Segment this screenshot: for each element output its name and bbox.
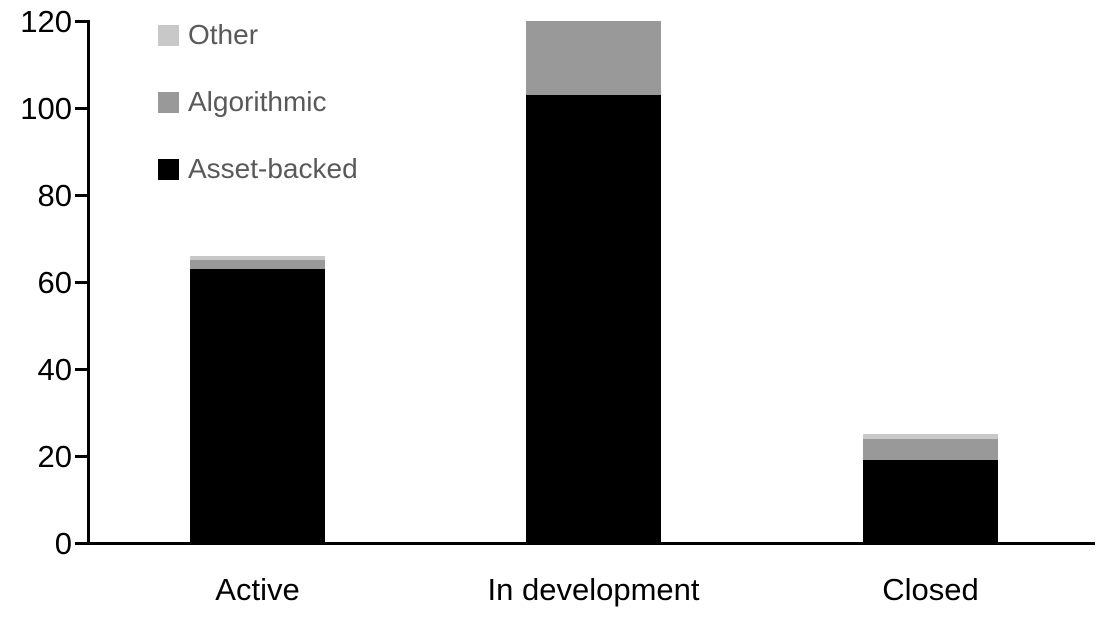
- y-tick-80: [75, 194, 90, 197]
- bar-segment-other-active: [190, 255, 325, 261]
- x-category-label-active: Active: [215, 572, 300, 607]
- bar-segment-asset-backed-in-development: [526, 94, 661, 543]
- legend-item-asset-backed: Asset-backed: [158, 155, 358, 183]
- y-tick-60: [75, 281, 90, 284]
- legend-item-other: Other: [158, 21, 358, 49]
- y-tick-label-80: 80: [37, 178, 72, 213]
- y-tick-120: [75, 20, 90, 23]
- legend-item-algorithmic: Algorithmic: [158, 88, 358, 116]
- y-tick-40: [75, 368, 90, 371]
- bar-segment-asset-backed-closed: [863, 460, 998, 543]
- bar-segment-algorithmic-closed: [863, 438, 998, 461]
- bar-segment-asset-backed-active: [190, 268, 325, 543]
- bar-segment-algorithmic-active: [190, 260, 325, 269]
- y-axis-line: [87, 20, 90, 544]
- legend-swatch-icon: [158, 24, 179, 46]
- legend-label: Algorithmic: [188, 86, 327, 117]
- y-tick-label-60: 60: [37, 265, 72, 300]
- y-tick-label-120: 120: [20, 4, 72, 39]
- y-tick-20: [75, 455, 90, 458]
- x-category-label-closed: Closed: [882, 572, 979, 607]
- legend-swatch-icon: [158, 91, 179, 113]
- legend: Other Algorithmic Asset-backed: [158, 21, 358, 222]
- legend-swatch-icon: [158, 158, 179, 180]
- x-axis-line: [75, 542, 1095, 545]
- y-tick-label-100: 100: [20, 91, 72, 126]
- bar-segment-algorithmic-in-development: [526, 21, 661, 95]
- y-tick-100: [75, 107, 90, 110]
- bar-segment-other-closed: [863, 434, 998, 439]
- legend-label: Other: [188, 19, 259, 50]
- y-tick-label-0: 0: [54, 526, 72, 561]
- y-tick-label-40: 40: [37, 352, 72, 387]
- x-category-label-in-development: In development: [487, 572, 700, 607]
- legend-label: Asset-backed: [188, 153, 358, 184]
- y-tick-label-20: 20: [37, 439, 72, 474]
